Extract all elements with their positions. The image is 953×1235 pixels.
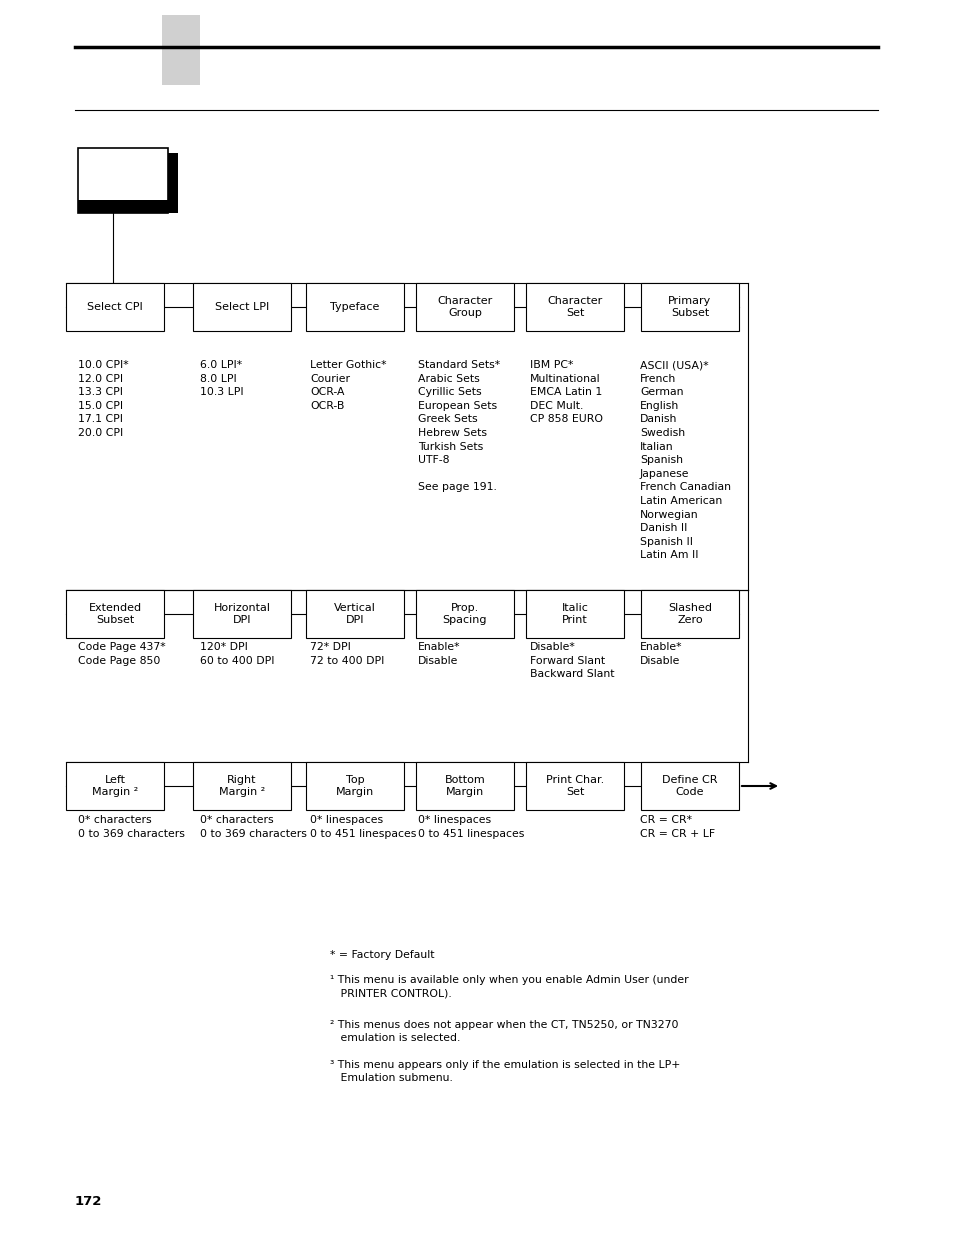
Text: IBM PC*
Multinational
EMCA Latin 1
DEC Mult.
CP 858 EURO: IBM PC* Multinational EMCA Latin 1 DEC M… xyxy=(530,359,602,425)
Text: Enable*
Disable: Enable* Disable xyxy=(639,642,681,666)
Bar xyxy=(78,200,168,212)
Text: Code Page 437*
Code Page 850: Code Page 437* Code Page 850 xyxy=(78,642,166,666)
Bar xyxy=(416,590,514,638)
Bar xyxy=(416,283,514,331)
Text: Extended
Subset: Extended Subset xyxy=(89,603,141,625)
Text: Select LPI: Select LPI xyxy=(214,303,269,312)
Text: Right
Margin ²: Right Margin ² xyxy=(218,774,265,798)
Bar xyxy=(525,283,623,331)
Bar xyxy=(78,148,168,212)
Text: Top
Margin: Top Margin xyxy=(335,774,374,798)
Bar xyxy=(525,762,623,810)
Text: ¹ This menu is available only when you enable Admin User (under
   PRINTER CONTR: ¹ This menu is available only when you e… xyxy=(330,974,688,998)
Text: Italic
Print: Italic Print xyxy=(561,603,588,625)
Text: Disable*
Forward Slant
Backward Slant: Disable* Forward Slant Backward Slant xyxy=(530,642,614,679)
Text: 120* DPI
60 to 400 DPI: 120* DPI 60 to 400 DPI xyxy=(200,642,274,666)
Text: ³ This menu appears only if the emulation is selected in the LP+
   Emulation su: ³ This menu appears only if the emulatio… xyxy=(330,1060,679,1083)
Bar xyxy=(193,590,291,638)
Bar xyxy=(162,15,200,85)
Text: ASCII (USA)*
French
German
English
Danish
Swedish
Italian
Spanish
Japanese
Frenc: ASCII (USA)* French German English Danis… xyxy=(639,359,730,561)
Text: 10.0 CPI*
12.0 CPI
13.3 CPI
15.0 CPI
17.1 CPI
20.0 CPI: 10.0 CPI* 12.0 CPI 13.3 CPI 15.0 CPI 17.… xyxy=(78,359,129,438)
Text: Character
Set: Character Set xyxy=(547,296,602,319)
Text: Primary
Subset: Primary Subset xyxy=(668,296,711,319)
Text: Print Char.
Set: Print Char. Set xyxy=(545,774,603,798)
Text: Enable*
Disable: Enable* Disable xyxy=(417,642,460,666)
Text: 0* linespaces
0 to 451 linespaces: 0* linespaces 0 to 451 linespaces xyxy=(417,815,524,839)
Text: Define CR
Code: Define CR Code xyxy=(661,774,717,798)
Bar xyxy=(416,762,514,810)
Bar xyxy=(306,762,403,810)
Text: Left
Margin ²: Left Margin ² xyxy=(91,774,138,798)
Bar xyxy=(193,762,291,810)
Text: Select CPI: Select CPI xyxy=(87,303,143,312)
Text: 0* linespaces
0 to 451 linespaces: 0* linespaces 0 to 451 linespaces xyxy=(310,815,416,839)
Bar xyxy=(66,762,164,810)
Text: Letter Gothic*
Courier
OCR-A
OCR-B: Letter Gothic* Courier OCR-A OCR-B xyxy=(310,359,386,411)
Bar xyxy=(306,283,403,331)
Bar xyxy=(640,283,739,331)
Text: 72* DPI
72 to 400 DPI: 72* DPI 72 to 400 DPI xyxy=(310,642,384,666)
Text: ² This menus does not appear when the CT, TN5250, or TN3270
   emulation is sele: ² This menus does not appear when the CT… xyxy=(330,1020,678,1044)
Text: Prop.
Spacing: Prop. Spacing xyxy=(442,603,487,625)
Text: Horizontal
DPI: Horizontal DPI xyxy=(213,603,271,625)
Text: 0* characters
0 to 369 characters: 0* characters 0 to 369 characters xyxy=(78,815,185,839)
Text: CR = CR*
CR = CR + LF: CR = CR* CR = CR + LF xyxy=(639,815,715,839)
Text: Bottom
Margin: Bottom Margin xyxy=(444,774,485,798)
Bar xyxy=(525,590,623,638)
Bar xyxy=(640,762,739,810)
Bar xyxy=(66,590,164,638)
Text: Vertical
DPI: Vertical DPI xyxy=(334,603,375,625)
Text: Standard Sets*
Arabic Sets
Cyrillic Sets
European Sets
Greek Sets
Hebrew Sets
Tu: Standard Sets* Arabic Sets Cyrillic Sets… xyxy=(417,359,499,493)
Text: Character
Group: Character Group xyxy=(436,296,492,319)
Text: Slashed
Zero: Slashed Zero xyxy=(667,603,711,625)
Text: 172: 172 xyxy=(75,1195,102,1208)
Bar xyxy=(193,283,291,331)
Bar xyxy=(306,590,403,638)
Text: 0* characters
0 to 369 characters: 0* characters 0 to 369 characters xyxy=(200,815,307,839)
Text: * = Factory Default: * = Factory Default xyxy=(330,950,434,960)
Bar xyxy=(168,153,178,212)
Bar xyxy=(640,590,739,638)
Bar xyxy=(66,283,164,331)
Text: 6.0 LPI*
8.0 LPI
10.3 LPI: 6.0 LPI* 8.0 LPI 10.3 LPI xyxy=(200,359,243,398)
Text: Typeface: Typeface xyxy=(330,303,379,312)
